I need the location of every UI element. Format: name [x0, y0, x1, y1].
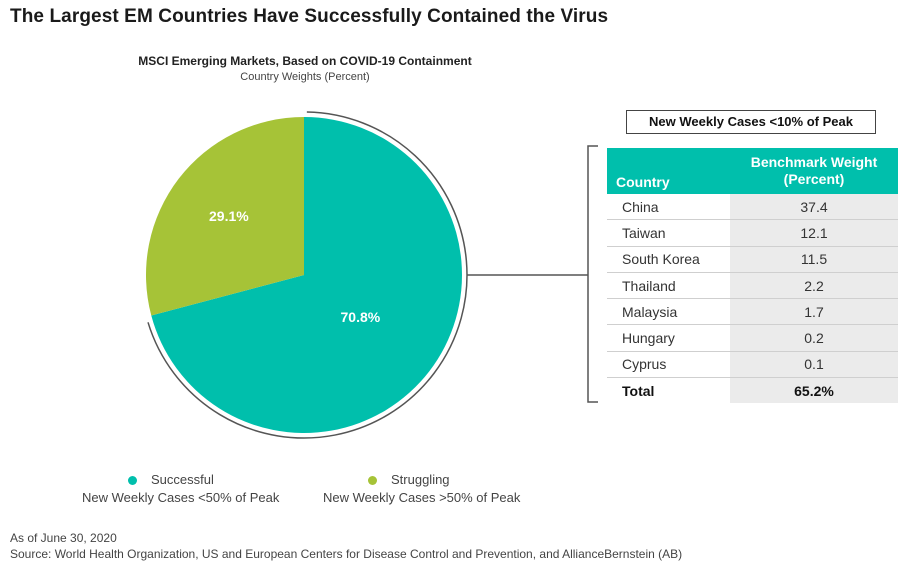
table-boxed-title: New Weekly Cases <10% of Peak — [626, 110, 876, 134]
country-cell: Hungary — [607, 324, 730, 352]
column-header-weight-line2: (Percent) — [783, 171, 845, 187]
table-row: China 37.4 — [607, 194, 898, 221]
table-row: Hungary 0.2 — [607, 324, 898, 352]
chart-subtitle: Country Weights (Percent) — [240, 71, 370, 83]
table-row: Cyprus 0.1 — [607, 351, 898, 379]
legend-dot-successful — [128, 476, 137, 485]
weight-cell: 1.7 — [730, 298, 898, 326]
table-total-row: Total 65.2% — [607, 377, 898, 404]
slice-label-successful: 70.8% — [341, 309, 381, 325]
weight-cell: 2.2 — [730, 272, 898, 300]
chart-title: MSCI Emerging Markets, Based on COVID-19… — [138, 54, 472, 68]
footnote-source: Source: World Health Organization, US an… — [10, 547, 683, 561]
weight-cell: 0.2 — [730, 324, 898, 352]
legend-dot-struggling — [368, 476, 377, 485]
column-header-country: Country — [607, 148, 730, 194]
legend-sublabel-struggling: New Weekly Cases >50% of Peak — [323, 490, 521, 505]
pie-slice-successful — [151, 117, 462, 433]
country-cell: Thailand — [607, 272, 730, 300]
country-cell: South Korea — [607, 246, 730, 273]
weight-cell: 12.1 — [730, 219, 898, 247]
country-cell: Malaysia — [607, 298, 730, 326]
legend-label-struggling: Struggling — [391, 472, 450, 487]
slice-label-struggling: 29.1% — [209, 208, 249, 224]
legend-sublabel-successful: New Weekly Cases <50% of Peak — [82, 490, 280, 505]
weight-cell: 11.5 — [730, 246, 898, 273]
table-row: Thailand 2.2 — [607, 272, 898, 300]
successful-bracket-arc — [147, 111, 468, 439]
pie-slice-struggling — [145, 117, 304, 316]
page-title: The Largest EM Countries Have Successful… — [10, 6, 609, 27]
footnote-date: As of June 30, 2020 — [10, 531, 117, 545]
country-cell: Cyprus — [607, 351, 730, 379]
legend-label-successful: Successful — [151, 472, 214, 487]
weight-cell: 0.1 — [730, 351, 898, 379]
table-row: South Korea 11.5 — [607, 246, 898, 273]
country-cell: China — [607, 194, 730, 221]
total-label-cell: Total — [607, 377, 730, 404]
column-header-weight-line1: Benchmark Weight — [750, 154, 878, 170]
column-header-weight: Benchmark Weight (Percent) — [730, 148, 898, 194]
table-bracket — [587, 145, 598, 403]
table-row: Taiwan 12.1 — [607, 219, 898, 247]
table-row: Malaysia 1.7 — [607, 298, 898, 326]
weight-cell: 37.4 — [730, 194, 898, 221]
country-cell: Taiwan — [607, 219, 730, 247]
benchmark-weight-table: Country Benchmark Weight (Percent) China… — [607, 148, 898, 404]
total-value-cell: 65.2% — [730, 377, 898, 404]
